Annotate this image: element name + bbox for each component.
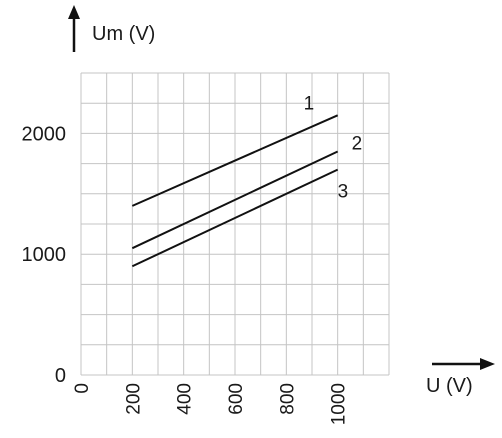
x-tick-label: 600 xyxy=(226,383,247,415)
x-axis-label: U (V) xyxy=(426,375,473,397)
x-tick-labels: 0 200 400 600 800 1000 xyxy=(72,383,350,425)
series-labels: 1 2 3 xyxy=(304,93,363,202)
y-tick-labels: 0 1000 2000 xyxy=(22,123,67,387)
x-axis-arrow xyxy=(432,358,495,370)
y-axis-label: Um (V) xyxy=(92,23,155,45)
series-label-1: 1 xyxy=(304,93,315,114)
x-tick-label: 800 xyxy=(277,383,298,415)
x-tick-label: 1000 xyxy=(329,383,350,425)
x-tick-label: 0 xyxy=(72,383,93,394)
chart-grid xyxy=(80,72,390,376)
x-tick-label: 200 xyxy=(123,383,144,415)
y-tick-label: 0 xyxy=(55,365,66,387)
y-axis-arrow xyxy=(68,5,80,52)
series-layer xyxy=(131,114,339,268)
series-line-3 xyxy=(131,168,339,268)
y-tick-label: 1000 xyxy=(22,244,67,266)
series-line-2 xyxy=(131,150,339,250)
series-label-3: 3 xyxy=(338,182,349,203)
x-tick-label: 400 xyxy=(175,383,196,415)
series-line-1 xyxy=(131,114,339,207)
y-tick-label: 2000 xyxy=(22,123,67,145)
series-label-2: 2 xyxy=(352,134,363,155)
